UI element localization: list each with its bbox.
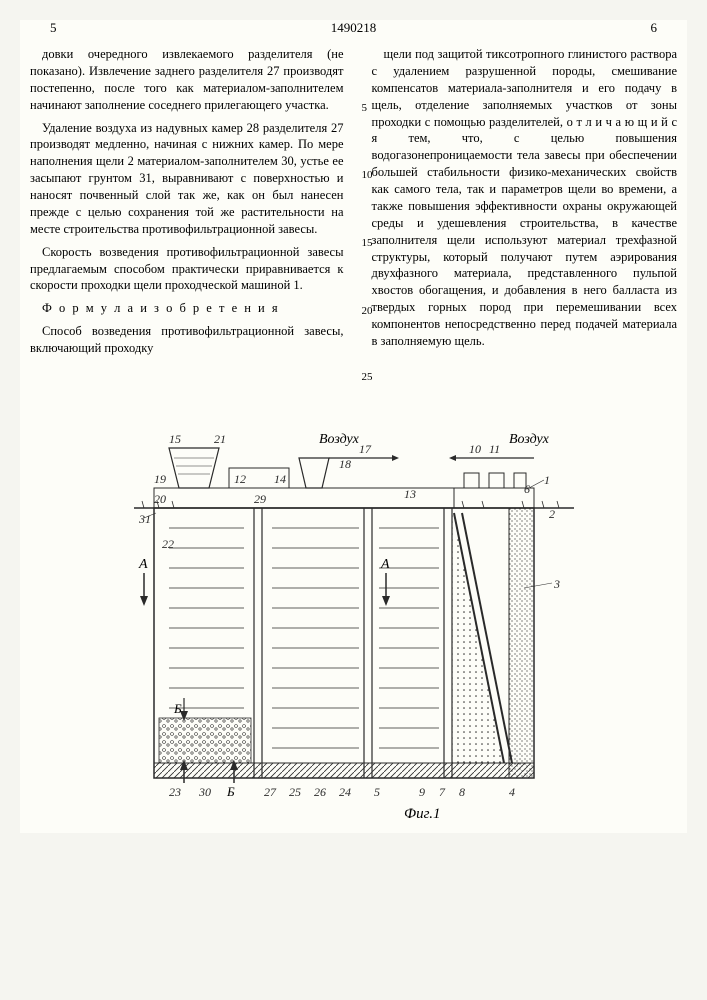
ref-20: 20 bbox=[154, 492, 166, 506]
leader-lines bbox=[144, 480, 552, 588]
ref-9: 9 bbox=[419, 785, 425, 799]
right-column: 5 10 15 20 25 щели под защитой тиксотроп… bbox=[364, 46, 678, 363]
ref-2: 2 bbox=[549, 507, 555, 521]
document-number: 1490218 bbox=[331, 20, 377, 36]
ref-26: 26 bbox=[314, 785, 326, 799]
soil-column-right bbox=[509, 508, 534, 778]
line-num-25: 25 bbox=[362, 370, 373, 385]
para-1: довки очередного извлекаемого разделител… bbox=[30, 46, 344, 114]
ref-7: 7 bbox=[439, 785, 446, 799]
label-A-2: А bbox=[380, 557, 390, 572]
ref-8: 8 bbox=[459, 785, 465, 799]
ref-11: 11 bbox=[489, 442, 500, 456]
ref-29: 29 bbox=[254, 492, 266, 506]
label-vozdukh-1: Воздух bbox=[319, 432, 360, 447]
p1c: тем, что, с целью повышения водогазонепр… bbox=[372, 131, 678, 348]
bottom-layer bbox=[154, 763, 534, 778]
hopper-mid bbox=[299, 458, 329, 488]
label-A-1: А bbox=[138, 557, 148, 572]
ref-3: 3 bbox=[553, 577, 560, 591]
machine-fill bbox=[452, 513, 504, 763]
page-number-left: 5 bbox=[50, 20, 57, 36]
ref-13: 13 bbox=[404, 487, 416, 501]
ref-22: 22 bbox=[162, 537, 174, 551]
ref-30: 30 bbox=[198, 785, 211, 799]
line-num-5: 5 bbox=[362, 101, 368, 116]
gravel-fill bbox=[159, 718, 251, 763]
ref-15: 15 bbox=[169, 432, 181, 446]
ref-18: 18 bbox=[339, 457, 351, 471]
ref-25: 25 bbox=[289, 785, 301, 799]
platform-right bbox=[454, 488, 534, 508]
slurry-lines bbox=[169, 528, 439, 748]
ref-19: 19 bbox=[154, 472, 166, 486]
ref-23: 23 bbox=[169, 785, 181, 799]
ref-17: 17 bbox=[359, 442, 372, 456]
label-B-1: Б bbox=[173, 701, 182, 716]
ref-14: 14 bbox=[274, 472, 286, 486]
ref-12: 12 bbox=[234, 472, 246, 486]
figure-svg: Воздух Воздух А А Б Б 1 2 3 4 5 6 7 8 9 … bbox=[114, 388, 594, 828]
ref-6: 6 bbox=[524, 482, 530, 496]
para-4: Способ возведения противофильтрационной … bbox=[30, 323, 344, 357]
label-vozdukh-2: Воздух bbox=[509, 432, 550, 447]
hopper-left bbox=[169, 448, 219, 488]
fig-caption: Фиг.1 bbox=[404, 806, 440, 822]
page-header: 5 1490218 6 bbox=[20, 20, 687, 38]
line-num-20: 20 bbox=[362, 304, 373, 319]
grass-ticks bbox=[142, 501, 559, 508]
line-num-15: 15 bbox=[362, 236, 373, 251]
page-container: 5 1490218 6 довки очередного извлекаемог… bbox=[20, 20, 687, 833]
figure-1: Воздух Воздух А А Б Б 1 2 3 4 5 6 7 8 9 … bbox=[20, 388, 687, 833]
formula-title: Ф о р м у л а и з о б р е т е н и я bbox=[30, 300, 344, 317]
line-num-10: 10 bbox=[362, 168, 373, 183]
arrow-2 bbox=[449, 455, 456, 461]
arrow-1 bbox=[392, 455, 399, 461]
page-number-right: 6 bbox=[651, 20, 658, 36]
ref-27: 27 bbox=[264, 785, 277, 799]
label-B-2: Б bbox=[226, 784, 235, 799]
formula-title-text: Ф о р м у л а и з о б р е т е н и я bbox=[42, 301, 280, 315]
para-right-1: щели под защитой тиксотропного глинистог… bbox=[364, 46, 678, 350]
ref-1: 1 bbox=[544, 473, 550, 487]
ref-5: 5 bbox=[374, 785, 380, 799]
ref-24: 24 bbox=[339, 785, 351, 799]
section-a-arrows bbox=[140, 573, 390, 606]
ref-31: 31 bbox=[138, 512, 151, 526]
ref-10: 10 bbox=[469, 442, 481, 456]
para-2: Удаление воздуха из надувных камер 28 ра… bbox=[30, 120, 344, 238]
left-column: довки очередного извлекаемого разделител… bbox=[30, 46, 344, 363]
text-columns: довки очередного извлекаемого разделител… bbox=[20, 46, 687, 363]
equip-box-2 bbox=[489, 473, 504, 488]
para-3: Скорость возведения противофильтрационно… bbox=[30, 244, 344, 295]
ref-21: 21 bbox=[214, 432, 226, 446]
equip-box-1 bbox=[464, 473, 479, 488]
ref-4: 4 bbox=[509, 785, 515, 799]
